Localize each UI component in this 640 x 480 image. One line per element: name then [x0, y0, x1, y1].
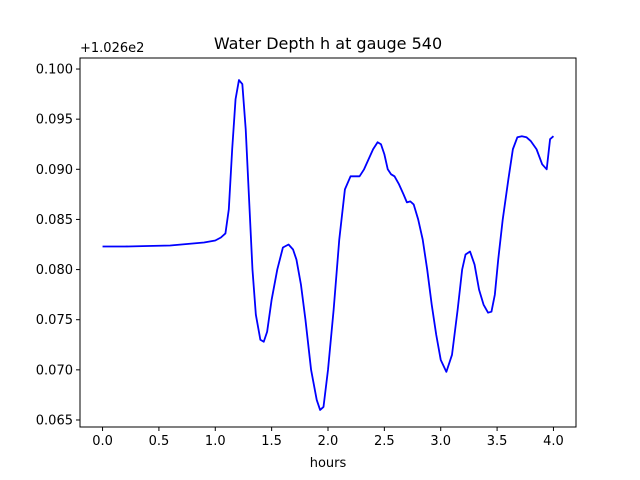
x-tick-label: 0.0: [92, 434, 113, 449]
x-tick-label: 4.0: [543, 434, 564, 449]
x-axis-label: hours: [310, 456, 347, 471]
x-tick-label: 3.5: [487, 434, 508, 449]
y-tick-label: 0.095: [36, 113, 73, 128]
y-tick-label: 0.085: [36, 213, 73, 228]
y-tick-label: 0.075: [36, 313, 73, 328]
y-tick-label: 0.065: [36, 413, 73, 428]
x-tick-label: 3.0: [430, 434, 451, 449]
x-tick-label: 2.5: [374, 434, 395, 449]
y-offset-label: +1.026e2: [80, 41, 144, 56]
y-tick-label: 0.090: [36, 163, 73, 178]
x-tick-label: 0.5: [149, 434, 170, 449]
x-tick-label: 2.0: [318, 434, 339, 449]
chart-title: Water Depth h at gauge 540: [214, 34, 442, 53]
plot-area: 0.0 0.5 1.0 1.5 2.0 2.5 3.0 3.5 4.0 0.065 0.070 0.0…: [36, 57, 577, 449]
series-line: [102, 79, 555, 411]
y-tick-label: 0.070: [36, 363, 73, 378]
x-tick-label: 1.5: [261, 434, 282, 449]
x-tick-label: 1.0: [205, 434, 226, 449]
y-tick-label: 0.080: [36, 263, 73, 278]
y-tick-label: 0.100: [36, 63, 73, 78]
